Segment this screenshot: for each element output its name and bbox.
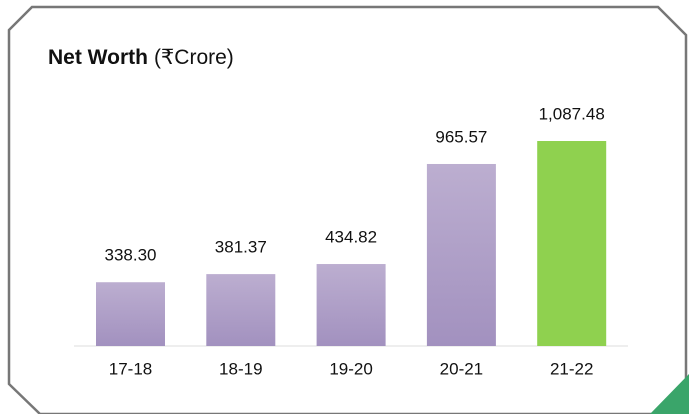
x-tick-label: 18-19 (219, 359, 262, 378)
value-label: 381.37 (215, 238, 267, 257)
value-label: 965.57 (435, 127, 487, 146)
bar (96, 282, 165, 346)
chart-title-group: Net Worth (₹Crore) (48, 46, 234, 69)
card (7, 5, 688, 414)
value-label: 434.82 (325, 228, 377, 247)
chart-unit: (₹Crore) (154, 46, 234, 69)
corner-accent (650, 374, 689, 414)
x-tick-label: 20-21 (440, 359, 483, 378)
bar (316, 264, 386, 346)
bar (537, 141, 607, 346)
bar (426, 163, 496, 346)
x-tick-label: 21-22 (550, 359, 593, 378)
chart-title: Net Worth (48, 46, 148, 69)
bar (206, 274, 276, 346)
x-tick-label: 19-20 (329, 359, 372, 378)
value-label: 1,087.48 (539, 104, 605, 123)
x-tick-label: 17-18 (109, 359, 152, 378)
value-label: 338.30 (105, 246, 157, 265)
